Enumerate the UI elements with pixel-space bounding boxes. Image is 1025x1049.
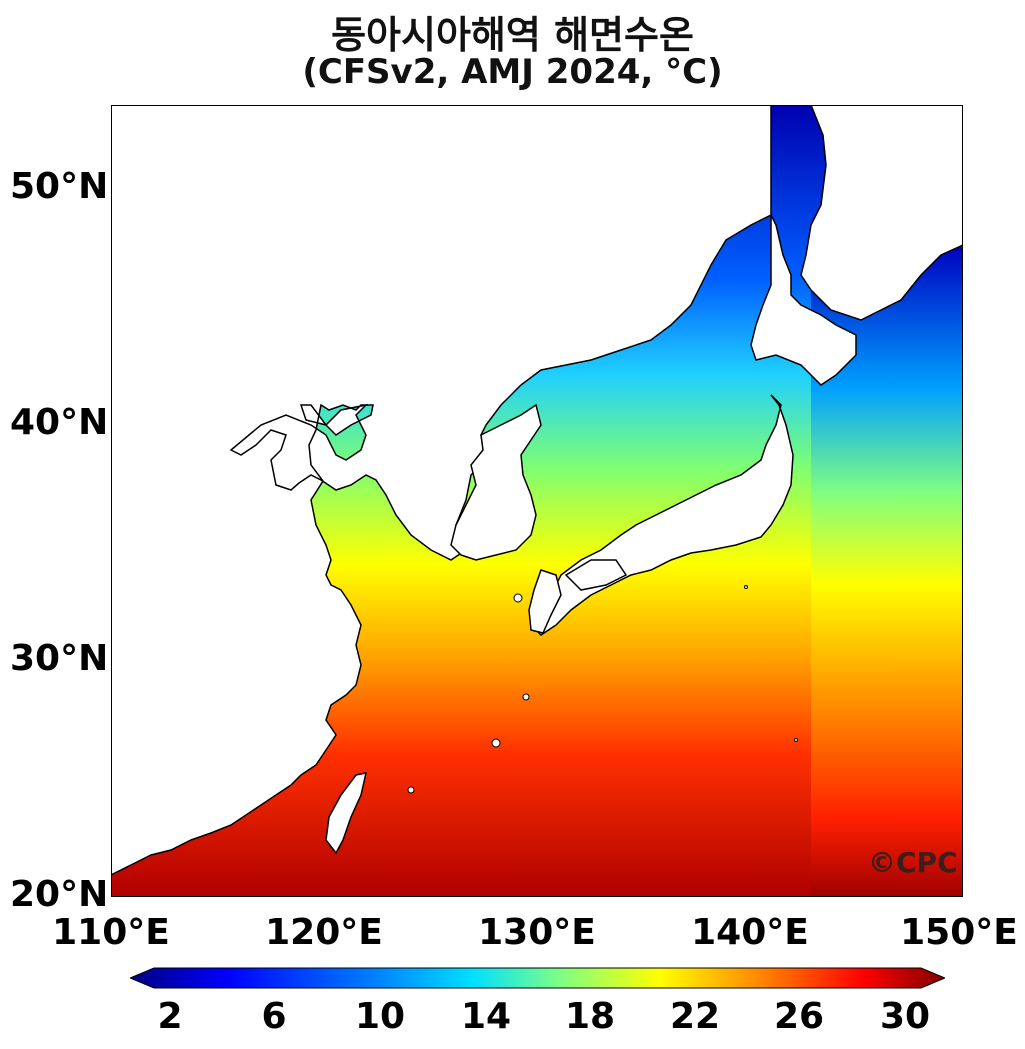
lon-label-110: 110°E: [52, 912, 170, 953]
island-ryukyu-1: [522, 693, 530, 701]
land-korea: [450, 403, 542, 561]
lat-label-50: 50°N: [10, 166, 109, 207]
island-ryukyu-3: [407, 786, 415, 794]
lat-label-30: 30°N: [10, 638, 109, 679]
lon-label-150: 150°E: [900, 912, 1018, 953]
colorbar-tick-2: 2: [157, 996, 183, 1037]
land-taiwan: [325, 772, 367, 855]
sst-map: [111, 105, 963, 897]
lon-label-130: 130°E: [478, 912, 596, 953]
colorbar-tick-6: 6: [261, 996, 287, 1037]
land-sakhalin-kamchatka: [800, 105, 963, 321]
colorbar-tick-26: 26: [773, 996, 825, 1037]
land-kyushu: [528, 569, 562, 634]
colorbar-tick-30: 30: [879, 996, 931, 1037]
island-2: [744, 585, 748, 589]
lat-label-20: 20°N: [10, 874, 109, 915]
cpc-credit: ©CPC: [868, 846, 958, 879]
colorbar: [130, 967, 945, 989]
lon-label-140: 140°E: [691, 912, 809, 953]
map-subtitle: (CFSv2, AMJ 2024, °C): [302, 52, 723, 92]
lat-label-40: 40°N: [10, 402, 109, 443]
island-ryukyu-2: [491, 738, 501, 748]
island-jeju: [513, 593, 523, 603]
map-title: 동아시아해역 해면수온: [331, 13, 694, 57]
land-shikoku: [564, 559, 628, 591]
colorbar-tick-22: 22: [669, 996, 721, 1037]
colorbar-tick-18: 18: [564, 996, 616, 1037]
land-hokkaido: [750, 214, 857, 386]
colorbar-tick-14: 14: [460, 996, 512, 1037]
lon-label-120: 120°E: [265, 912, 383, 953]
colorbar-tick-10: 10: [354, 996, 406, 1037]
colorbar-bar: [130, 967, 945, 989]
island-1: [794, 738, 798, 742]
